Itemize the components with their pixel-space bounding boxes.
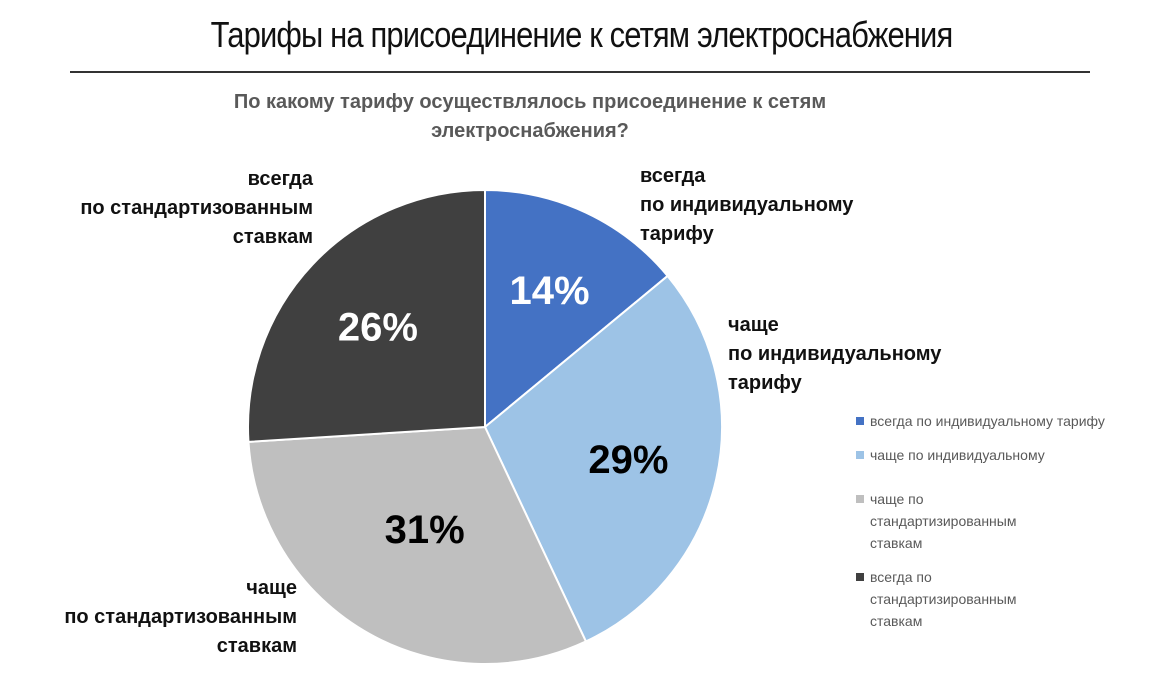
page-title: Тарифы на присоединение к сетям электрос…	[210, 14, 954, 55]
outer-label-line: тарифу	[640, 223, 714, 245]
pie-slice-0	[484, 188, 670, 430]
outer-label-line: чаще	[246, 577, 297, 599]
chart-title: По какому тарифу осуществлялось присоеди…	[233, 91, 827, 142]
data-label-1: 29%	[588, 438, 668, 482]
outer-label-1: чаще по индивидуальному тарифу	[728, 311, 941, 398]
legend-item: всегда по индивидуальному тарифу	[856, 410, 1106, 432]
legend: всегда по индивидуальному тарифу чаще по…	[856, 410, 1106, 644]
data-label-2: 31%	[385, 508, 465, 552]
data-label-3: 26%	[338, 305, 418, 349]
legend-swatch	[856, 451, 864, 459]
legend-item: всегда по стандартизированным ставкам	[856, 566, 1056, 632]
title-divider	[70, 71, 1090, 73]
outer-label-line: всегда	[640, 165, 706, 187]
pie-slice-3	[247, 188, 486, 443]
legend-label: всегда по стандартизированным ставкам	[870, 569, 1017, 629]
outer-label-line: по индивидуальному	[728, 343, 942, 365]
outer-label-line: тарифу	[728, 372, 802, 394]
legend-item: чаще по индивидуальному	[856, 444, 1106, 466]
pie-slice-2	[247, 425, 588, 665]
legend-swatch	[856, 417, 864, 425]
outer-label-line: ставкам	[216, 635, 297, 657]
legend-label: чаще по стандартизированным ставкам	[870, 491, 1017, 551]
legend-item: чаще по стандартизированным ставкам	[856, 488, 1056, 554]
legend-swatch	[856, 495, 864, 503]
outer-label-line: по стандартизованным	[64, 606, 297, 628]
legend-label: всегда по индивидуальному тарифу	[870, 413, 1105, 429]
outer-label-line: по индивидуальному	[640, 194, 854, 216]
data-label-0: 14%	[510, 269, 590, 313]
outer-label-line: всегда	[247, 168, 313, 190]
legend-label: чаще по индивидуальному	[870, 447, 1045, 463]
outer-label-line: ставкам	[232, 226, 313, 248]
legend-swatch	[856, 573, 864, 581]
pie-slice-1	[483, 274, 723, 643]
outer-label-line: по стандартизованным	[80, 197, 313, 219]
outer-label-3: всегда по стандартизованным ставкам	[80, 165, 313, 252]
outer-label-0: всегда по индивидуальному тарифу	[640, 162, 853, 249]
outer-label-2: чаще по стандартизованным ставкам	[41, 574, 297, 661]
outer-label-line: чаще	[728, 314, 779, 336]
